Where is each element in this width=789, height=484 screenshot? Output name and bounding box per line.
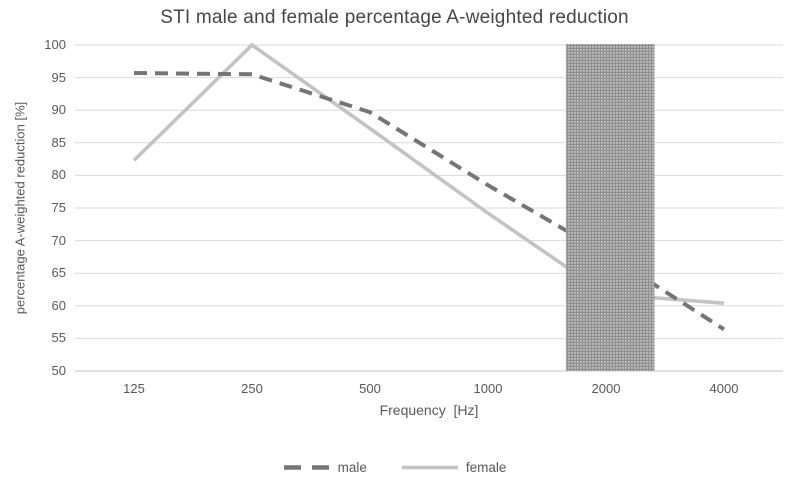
male-dashed-line-swatch <box>283 465 330 470</box>
chart-title: STI male and female percentage A-weighte… <box>160 7 629 28</box>
x-tick-label-250: 250 <box>241 381 263 396</box>
x-tick-label-125: 125 <box>123 381 145 396</box>
y-tick-label-90: 90 <box>51 102 66 118</box>
legend-item-male: male <box>283 460 367 475</box>
female-solid-line-swatch <box>401 465 458 470</box>
y-tick-label-100: 100 <box>44 37 66 52</box>
legend: male female <box>0 460 789 475</box>
y-tick-label-85: 85 <box>51 134 66 150</box>
x-axis-title: Frequency [Hz] <box>379 402 479 418</box>
x-tick-label-1000: 1000 <box>473 381 503 396</box>
legend-item-female: female <box>401 460 507 475</box>
legend-label-male: male <box>337 460 367 475</box>
y-tick-label-60: 60 <box>51 297 66 313</box>
y-tick-label-50: 50 <box>51 363 66 378</box>
x-tick-label-500: 500 <box>359 381 381 396</box>
y-tick-label-55: 55 <box>51 330 66 346</box>
y-tick-label-80: 80 <box>51 167 66 183</box>
shaded-band-2000hz <box>565 44 655 371</box>
y-tick-label-75: 75 <box>51 200 66 215</box>
x-tick-label-4000: 4000 <box>709 381 739 396</box>
legend-label-female: female <box>465 460 507 475</box>
y-axis-title: percentage A-weighted reduction [%] <box>12 101 28 315</box>
y-tick-label-65: 65 <box>51 265 66 281</box>
y-tick-label-95: 95 <box>51 69 66 85</box>
y-tick-label-70: 70 <box>51 232 66 248</box>
x-tick-label-2000: 2000 <box>591 381 621 396</box>
